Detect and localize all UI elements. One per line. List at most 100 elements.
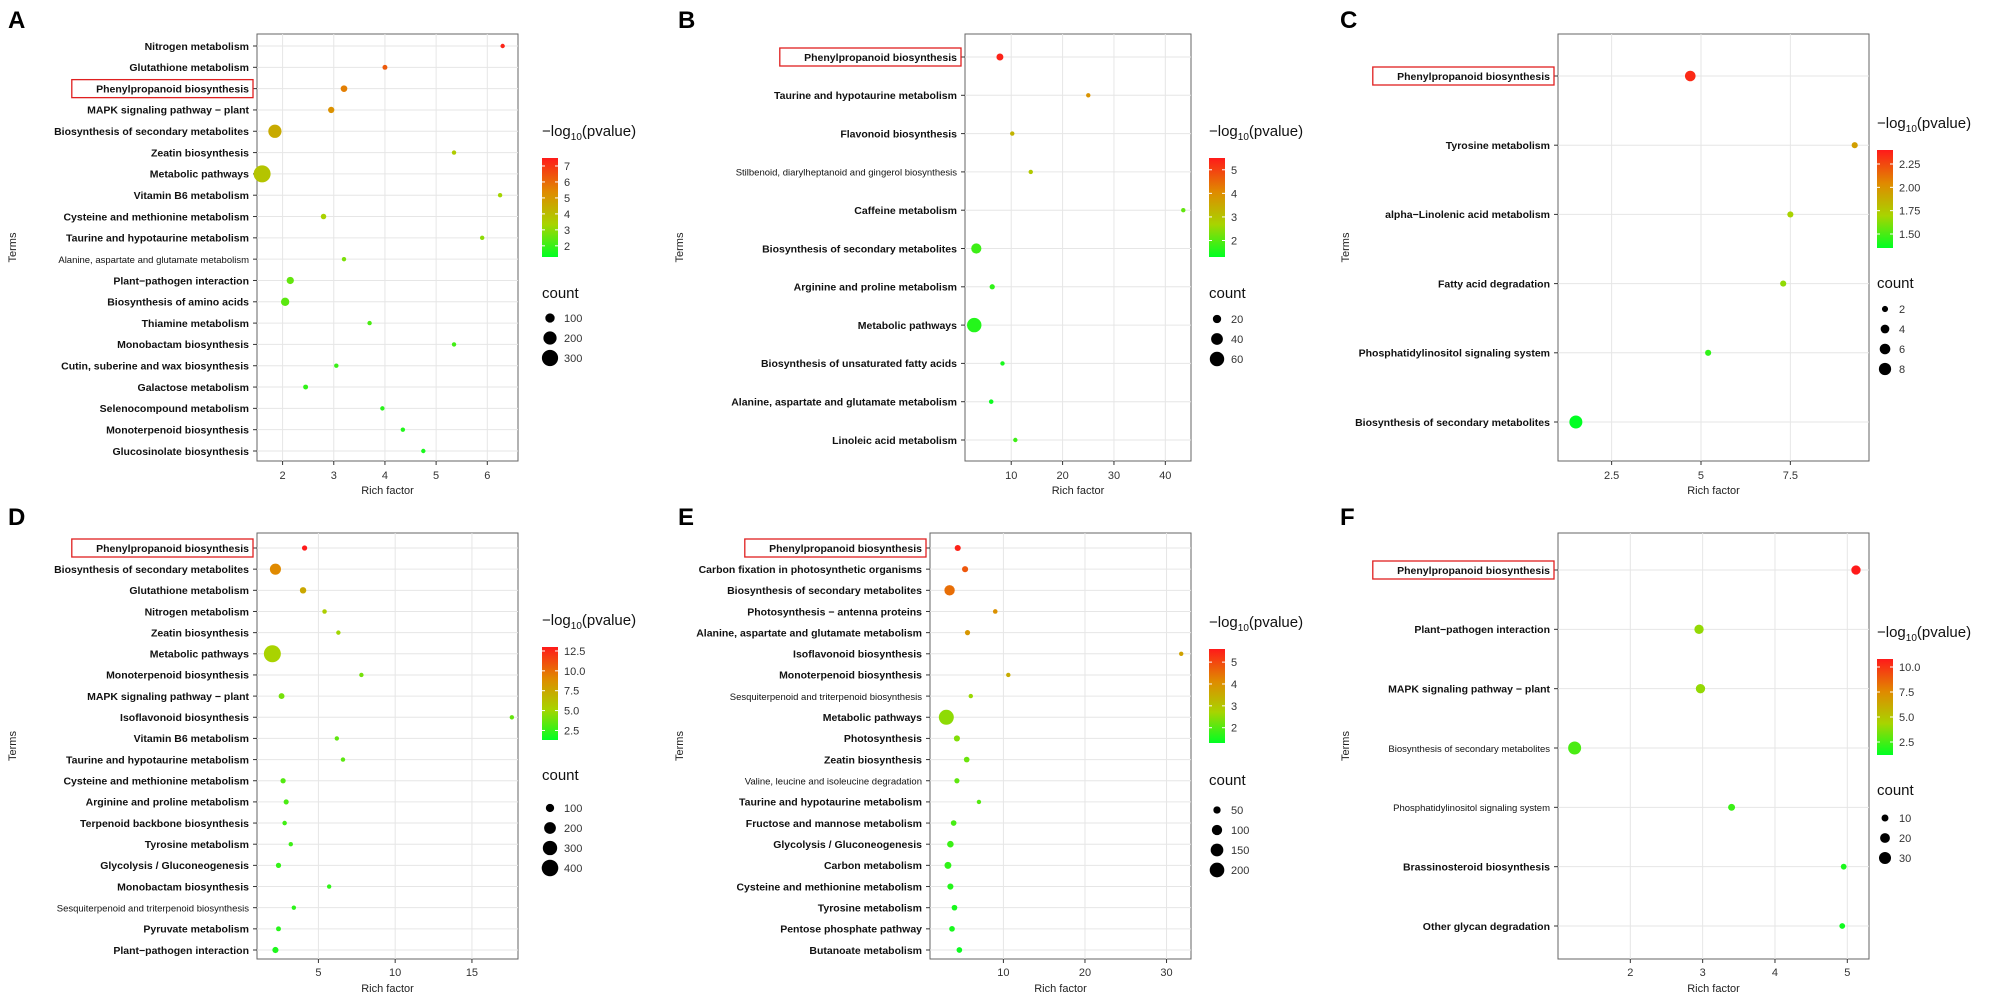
size-legend-dot [541,349,559,367]
point-biosynthesis-of-secondary-metabolites [268,124,282,138]
term-label-biosynthesis-of-secondary-metabolites: Biosynthesis of secondary metabolites [54,564,249,576]
point-monobactam-biosynthesis [451,342,457,347]
point-isoflavonoid-biosynthesis [509,715,515,720]
term-label-phosphatidylinositol-signaling-system: Phosphatidylinositol signaling system [1393,803,1550,814]
y-axis-title: Terms [1340,731,1352,761]
term-label-valine-leucine-and-isoleucine-degradation: Valine, leucine and isoleucine degradati… [745,777,922,788]
term-label-monobactam-biosynthesis: Monobactam biosynthesis [117,881,249,893]
y-axis-title: Terms [1340,232,1352,262]
colorbar-tick-label: 3 [1231,212,1237,224]
size-legend-label: 50 [1231,805,1243,817]
term-label-metabolic-pathways: Metabolic pathways [150,649,249,661]
point-metabolic-pathways [253,165,271,183]
term-label-glutathione-metabolism: Glutathione metabolism [129,585,249,597]
size-legend-dot [1209,351,1225,367]
point-terpenoid-backbone-biosynthesis [282,820,287,826]
size-legend-dot [545,313,555,323]
term-label-cutin-suberine-and-wax-biosynthesis: Cutin, suberine and wax biosynthesis [61,361,249,373]
point-cysteine-and-methionine-metabolism [280,778,286,784]
colorbar-tick-label: 5.0 [1899,712,1914,724]
point-biosynthesis-of-secondary-metabolites [269,563,281,575]
point-isoflavonoid-biosynthesis [1179,651,1184,656]
colorbar-tick-label: 5 [564,193,570,205]
term-label-pentose-phosphate-pathway: Pentose phosphate pathway [780,924,922,936]
term-label-zeatin-biosynthesis: Zeatin biosynthesis [824,754,922,766]
colorbar-tick-label: 2.5 [1899,737,1914,749]
point-stilbenoid-diarylheptanoid-and-gingerol-biosynthesis [1028,169,1033,175]
colorbar-tick-label: 3 [1231,701,1237,713]
color-legend-title: −log10(pvalue) [1877,115,1971,135]
panel-d: D 5 10 15 Rich factor Terms Phenylpropanoid bi… [7,504,636,995]
x-tick-label: 5 [315,967,321,979]
colorbar-tick-label: 3 [564,225,570,237]
term-label-plant-pathogen-interaction: Plant−pathogen interaction [113,275,249,287]
colorbar-tick-label: 1.75 [1899,206,1920,218]
point-sesquiterpenoid-and-triterpenoid-biosynthesis [968,693,973,699]
term-label-glucosinolate-biosynthesis: Glucosinolate biosynthesis [112,446,249,458]
colorbar-tick-label: 2 [1231,236,1237,248]
term-label-metabolic-pathways: Metabolic pathways [858,320,957,332]
point-cutin-suberine-and-wax-biosynthesis [334,363,339,368]
size-legend-label: 2 [1899,304,1905,316]
size-legend-dot [543,331,557,345]
term-label-biosynthesis-of-secondary-metabolites: Biosynthesis of secondary metabolites [727,585,922,597]
term-label-taurine-and-hypotaurine-metabolism: Taurine and hypotaurine metabolism [66,233,249,245]
term-label-biosynthesis-of-secondary-metabolites: Biosynthesis of secondary metabolites [1355,417,1550,429]
term-label-metabolic-pathways: Metabolic pathways [150,169,249,181]
size-legend-dot [1881,305,1889,313]
panel-a: A 2 3 4 5 6 Rich factor Terms Nitrogen metabolis… [7,7,636,497]
term-label-tyrosine-metabolism: Tyrosine metabolism [145,839,249,851]
term-label-zeatin-biosynthesis: Zeatin biosynthesis [151,627,249,639]
colorbar-tick-label: 7.5 [1899,687,1914,699]
term-label-photosynthesis: Photosynthesis [844,733,922,745]
point-photosynthesis [953,735,960,742]
colorbar [542,158,558,257]
point-metabolic-pathways [967,317,982,333]
point-fatty-acid-degradation [1780,280,1787,287]
size-legend-dot [541,859,559,877]
panel-b: B 10 20 30 40 Rich factor Terms Phenylpropanoid… [674,7,1303,497]
x-axis-title: Rich factor [1687,485,1740,497]
highlight-box [1372,560,1555,580]
x-tick-label: 10 [389,967,401,979]
term-label-carbon-metabolism: Carbon metabolism [824,860,922,872]
term-label-thiamine-metabolism: Thiamine metabolism [142,318,249,330]
point-zeatin-biosynthesis [963,756,970,763]
point-arginine-and-proline-metabolism [989,284,995,290]
point-vitamin-b6-metabolism [497,193,503,198]
term-label-linoleic-acid-metabolism: Linoleic acid metabolism [832,435,957,447]
colorbar-tick-label: 2 [1231,723,1237,735]
point-taurine-and-hypotaurine-metabolism [1086,93,1091,98]
plot-area [256,33,519,462]
point-glycolysis-gluconeogenesis [275,862,282,868]
size-legend-label: 100 [1231,825,1249,837]
term-label-isoflavonoid-biosynthesis: Isoflavonoid biosynthesis [120,712,249,724]
point-phenylpropanoid-biosynthesis [996,53,1004,61]
x-tick-label: 4 [382,470,388,482]
size-legend-dot [544,822,556,834]
colorbar-tick-label: 7.5 [564,686,579,698]
term-label-sesquiterpenoid-and-triterpenoid-biosynthesis: Sesquiterpenoid and triterpenoid biosynt… [57,903,249,914]
size-legend-title: count [542,285,580,302]
point-fructose-and-mannose-metabolism [950,820,957,826]
size-legend-label: 200 [1231,865,1249,877]
point-metabolic-pathways [938,709,954,725]
x-tick-label: 6 [484,470,490,482]
point-nitrogen-metabolism [500,43,505,49]
x-tick-label: 4 [1772,967,1778,979]
term-label-tyrosine-metabolism: Tyrosine metabolism [818,902,922,914]
x-tick-label: 7.5 [1783,470,1798,482]
point-butanoate-metabolism [956,947,963,953]
term-label-fatty-acid-degradation: Fatty acid degradation [1438,278,1550,290]
size-legend-label: 20 [1231,314,1243,326]
term-label-plant-pathogen-interaction: Plant−pathogen interaction [1414,624,1550,636]
point-phosphatidylinositol-signaling-system [1705,349,1712,356]
point-alanine-aspartate-and-glutamate-metabolism [988,399,994,404]
term-label-caffeine-metabolism: Caffeine metabolism [854,205,957,217]
panel-label: B [678,7,695,34]
term-label-phenylpropanoid-biosynthesis: Phenylpropanoid biosynthesis [804,52,957,64]
term-label-cysteine-and-methionine-metabolism: Cysteine and methionine metabolism [736,881,922,893]
term-label-isoflavonoid-biosynthesis: Isoflavonoid biosynthesis [793,649,922,661]
colorbar-tick-label: 2.00 [1899,182,1920,194]
